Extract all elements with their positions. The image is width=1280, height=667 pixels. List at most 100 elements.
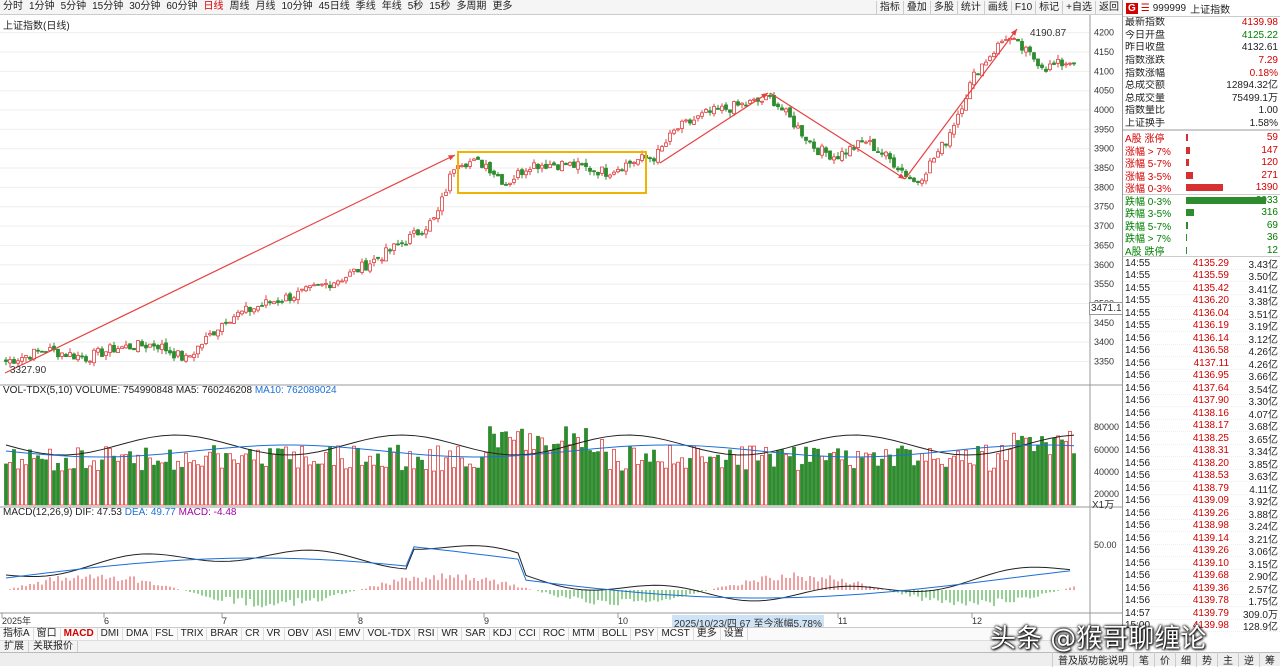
period-tab[interactable]: 多周期 [456,1,487,12]
period-tab[interactable]: 分时 [3,1,23,12]
indicator-tab[interactable]: DMI [98,628,124,640]
breadth-bar [1186,234,1187,242]
candle [740,102,744,106]
period-tab[interactable]: 15秒 [429,1,451,12]
period-tab[interactable]: 1分钟 [29,1,55,12]
tool-button[interactable]: +自选 [1062,0,1095,15]
tick-row: 14:56 4138.20 3.85亿 [1123,457,1280,471]
indicator-tab[interactable]: KDJ [490,628,516,640]
period-tab[interactable]: 日线 [203,1,224,12]
high-label: 4190.87 [1030,28,1067,39]
status-item[interactable]: 笔 [1133,652,1154,667]
indicator-tab[interactable]: MCST [658,628,694,640]
indicator-tab[interactable]: VOL-TDX [364,628,415,640]
candle [1020,41,1024,51]
volume-bar [976,446,980,506]
candle [448,173,452,192]
indicator-tab[interactable]: ASI [313,628,336,640]
stat-row: 上证换手 1.58% [1123,118,1280,131]
tool-button[interactable]: 指标 [875,0,903,15]
tool-button[interactable]: 叠加 [902,0,930,15]
period-tab[interactable]: 10分钟 [281,1,313,12]
volume-bar [772,466,776,506]
indicator-tab[interactable]: WR [438,628,463,640]
kline-chart[interactable]: 4200 4150 4100 4050 4000 3950 3900 3850 3800 3750… [0,15,1122,627]
breadth-label: 跌幅 5-7% [1125,221,1172,233]
period-tab[interactable]: 年线 [381,1,402,12]
price-tick: 3800 [1094,182,1114,192]
candle [192,353,196,358]
indicator-tab[interactable]: BOLL [599,628,632,640]
candle [964,98,968,111]
period-tab[interactable]: 5秒 [407,1,424,12]
period-tab[interactable]: 45日线 [318,1,350,12]
breadth-row: 涨幅 5-7% 120 [1123,156,1280,170]
tool-button[interactable]: 标记 [1035,0,1062,15]
period-tab[interactable]: 季线 [355,1,376,12]
indicator-tab[interactable]: RSI [415,628,439,640]
tick-price: 4138.98 [1192,520,1229,532]
indicator-tab[interactable]: DMA [123,628,153,640]
indicator-tab[interactable]: OBV [285,628,313,640]
volume-bar [1036,444,1040,506]
indicator-tab[interactable]: FSL [152,628,178,640]
tool-button[interactable]: 画线 [983,0,1011,15]
indicator-tab[interactable]: ROC [540,628,570,640]
period-tab[interactable]: 更多 [492,1,513,12]
stat-label: 今日开盘 [1125,29,1165,41]
stat-value: 4139.98 [1241,17,1278,29]
sub-tab[interactable]: 关联报价 [29,641,78,652]
tool-button[interactable]: 返回 [1095,0,1122,15]
status-item[interactable]: 价 [1154,652,1175,667]
candle [588,167,592,172]
volume-bar [904,449,908,506]
menu-icon[interactable]: ☰ [1140,2,1150,14]
candle [324,283,328,285]
indicator-tab[interactable]: 更多 [694,628,721,640]
volume-bar [148,457,152,506]
period-tab[interactable]: 周线 [229,1,250,12]
tick-volume: 3.41亿 [1248,284,1278,296]
volume-bar [180,466,184,506]
tool-button[interactable]: F10 [1010,0,1035,15]
indicator-tab[interactable]: 设置 [721,628,748,640]
volume-bar [236,463,240,506]
indicator-tab[interactable]: VR [264,628,285,640]
price-tick: 3550 [1094,279,1114,289]
indicator-tab[interactable]: CR [242,628,264,640]
status-item[interactable]: 主 [1217,652,1238,667]
period-tab[interactable]: 30分钟 [129,1,161,12]
chart-area[interactable]: 4200 4150 4100 4050 4000 3950 3900 3850 3800 3750… [0,15,1124,630]
indicator-tab[interactable]: PSY [631,628,659,640]
candle [748,100,752,104]
status-item[interactable]: 筹 [1259,652,1280,667]
period-tab[interactable]: 60分钟 [166,1,198,12]
tool-button[interactable]: 统计 [956,0,984,15]
indicator-tab[interactable]: EMV [336,628,365,640]
volume-bar [736,464,740,506]
sub-tab[interactable]: 扩展 [0,641,29,652]
indicator-tab[interactable]: 窗口 [34,628,61,640]
volume-bar [732,454,736,506]
period-tab[interactable]: 月线 [255,1,276,12]
status-item[interactable]: 细 [1175,652,1196,667]
stat-row: 总成交额 12894.32亿 [1123,80,1280,93]
period-tab[interactable]: 15分钟 [92,1,124,12]
indicator-tab[interactable]: MTM [569,628,599,640]
tool-button[interactable]: 多股 [929,0,957,15]
indicator-tab[interactable]: TRIX [178,628,208,640]
indicator-tab[interactable]: MACD [61,628,98,640]
indicator-tab[interactable]: CCI [516,628,540,640]
candle [1016,38,1020,42]
candle [560,161,564,172]
status-item[interactable]: 普及版功能说明 [1052,652,1133,667]
status-item[interactable]: 势 [1196,652,1217,667]
indicator-tab[interactable]: BRAR [207,628,243,640]
volume-bar [808,461,812,506]
indicator-tab[interactable]: 指标A [0,628,34,640]
period-tab[interactable]: 5分钟 [60,1,87,12]
indicator-tab[interactable]: SAR [462,628,490,640]
price-tick: 3350 [1094,356,1114,366]
tick-volume: 3.50亿 [1248,272,1278,284]
status-item[interactable]: 逆 [1238,652,1259,667]
